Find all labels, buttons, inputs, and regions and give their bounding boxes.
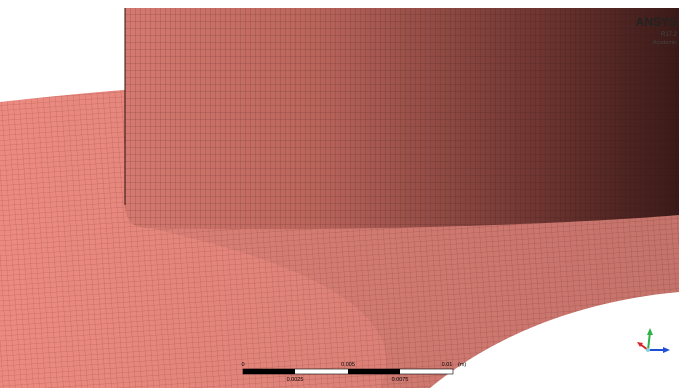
scale-label: 0.01 [442,362,453,368]
scale-label: 0.0075 [392,377,409,383]
logo-version: R17.2 [661,32,678,38]
scale-label: 0.0025 [287,377,304,383]
axis-triad [637,328,670,353]
scale-label: 0.005 [341,362,355,368]
cylinder-surface [125,8,679,229]
viewport: ANSYS R17.2 Academic 0 0.005 0.01 (m) 0.… [0,0,679,388]
scale-label: 0 [241,362,244,368]
logo-edition: Academic [653,40,677,46]
logo-title: ANSYS [636,15,677,29]
scale-unit: (m) [458,362,466,368]
page: ANSYS R17.2 Academic 0 0.005 0.01 (m) 0.… [0,0,679,388]
